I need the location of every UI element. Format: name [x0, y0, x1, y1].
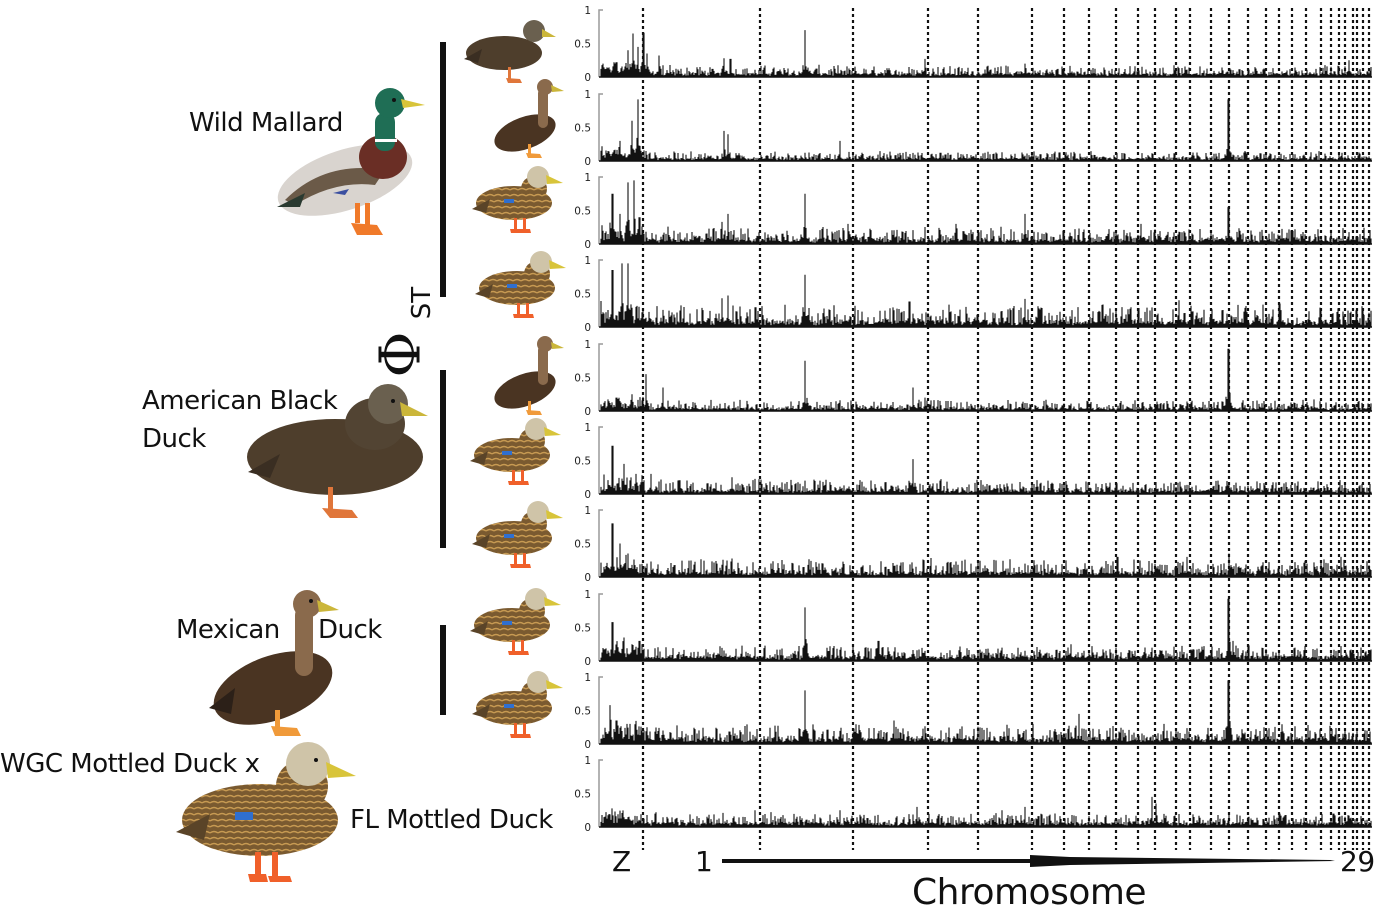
label-wgc-mottled-duck: WGC Mottled Duck x [0, 749, 260, 779]
mexican-duck-illustration [209, 590, 339, 736]
phist-panel: 10.50 [574, 339, 1372, 418]
label-fl-mottled-duck: FL Mottled Duck [350, 805, 553, 835]
phist-trace [600, 180, 1372, 244]
y-tick-label: 1 [584, 755, 591, 767]
panel-duck-mexican-duck-icon [490, 78, 565, 162]
american-black-duck-illustration [247, 384, 428, 518]
y-tick-label: 0.5 [574, 789, 591, 801]
group-bar-wild-mallard [440, 42, 446, 297]
y-tick-label: 0.5 [574, 623, 591, 635]
phist-trace [600, 523, 1372, 577]
label-mexican-duck-left: Mexican [176, 615, 280, 645]
y-tick-label: 0.5 [574, 39, 591, 51]
y-tick-label: 1 [584, 589, 591, 601]
chromosome-size-wedge [722, 855, 1335, 867]
y-tick-label: 0.5 [574, 206, 591, 218]
y-tick-label: 1 [584, 255, 591, 267]
y-tick-label: 0.5 [574, 539, 591, 551]
panel-duck-mottled-duck-icon [470, 163, 565, 239]
y-tick-label: 0.5 [574, 123, 591, 135]
mottled-duck-illustration [176, 742, 356, 882]
y-tick-label: 1 [584, 5, 591, 17]
y-tick-label: 0.5 [574, 706, 591, 718]
y-tick-label: 1 [584, 505, 591, 517]
x-axis-title: Chromosome [912, 872, 1147, 913]
group-bar-mexican-duck [440, 625, 446, 715]
phist-panel: 10.50 [574, 672, 1372, 751]
phist-panel: 10.50 [574, 89, 1372, 168]
y-tick-label: 1 [584, 89, 591, 101]
panel-duck-mottled-duck-icon [473, 248, 568, 324]
phist-trace [600, 680, 1372, 744]
phist-panel: 10.50 [574, 172, 1372, 251]
y-tick-label: 0.5 [574, 289, 591, 301]
y-tick-label: 0 [584, 572, 591, 584]
y-tick-label: 0 [584, 489, 591, 501]
panel-duck-mottled-duck-icon [470, 668, 565, 744]
label-american-black-duck-line2: Duck [142, 424, 206, 454]
panel-duck-american-black-duck-icon [462, 15, 557, 87]
y-tick-label: 0 [584, 406, 591, 418]
y-tick-label: 1 [584, 172, 591, 184]
label-american-black-duck-line1: American Black [142, 386, 338, 416]
x-axis-end-label: 29 [1340, 845, 1375, 878]
y-tick-label: 0 [584, 322, 591, 334]
phist-trace [600, 796, 1372, 827]
phist-panel: 10.50 [574, 755, 1372, 834]
x-axis-start-label: 1 [695, 845, 713, 878]
phist-panel: 10.50 [574, 422, 1372, 501]
phist-trace [600, 348, 1372, 411]
wild-mallard-illustration [277, 88, 425, 235]
y-tick-label: 0 [584, 72, 591, 84]
y-tick-label: 0 [584, 239, 591, 251]
y-tick-label: 0.5 [574, 373, 591, 385]
panel-duck-mottled-duck-icon [468, 585, 563, 661]
y-tick-label: 0 [584, 656, 591, 668]
y-tick-label: 0 [584, 739, 591, 751]
y-tick-label: 1 [584, 339, 591, 351]
phist-trace [600, 598, 1372, 661]
phist-panel: 10.50 [574, 589, 1372, 668]
phist-trace [600, 445, 1372, 494]
panel-duck-mottled-duck-icon [470, 498, 565, 574]
y-tick-label: 0 [584, 156, 591, 168]
y-tick-label: 0 [584, 822, 591, 834]
label-mexican-duck-right: Duck [318, 615, 382, 645]
z-chromosome-label: Z [612, 845, 631, 878]
phist-trace [600, 30, 1372, 77]
phist-panel: 10.50 [574, 505, 1372, 584]
phist-trace [600, 263, 1372, 327]
panel-duck-mottled-duck-icon [468, 415, 563, 491]
phist-panel: 10.50 [574, 5, 1372, 84]
phist-panel: 10.50 [574, 255, 1372, 334]
y-tick-label: 1 [584, 672, 591, 684]
y-tick-label: 1 [584, 422, 591, 434]
panel-duck-mexican-duck-icon [490, 335, 565, 419]
y-tick-label: 0.5 [574, 456, 591, 468]
label-wild-mallard: Wild Mallard [189, 108, 343, 138]
group-bar-american-black-duck [440, 370, 446, 548]
phist-trace [600, 99, 1372, 161]
